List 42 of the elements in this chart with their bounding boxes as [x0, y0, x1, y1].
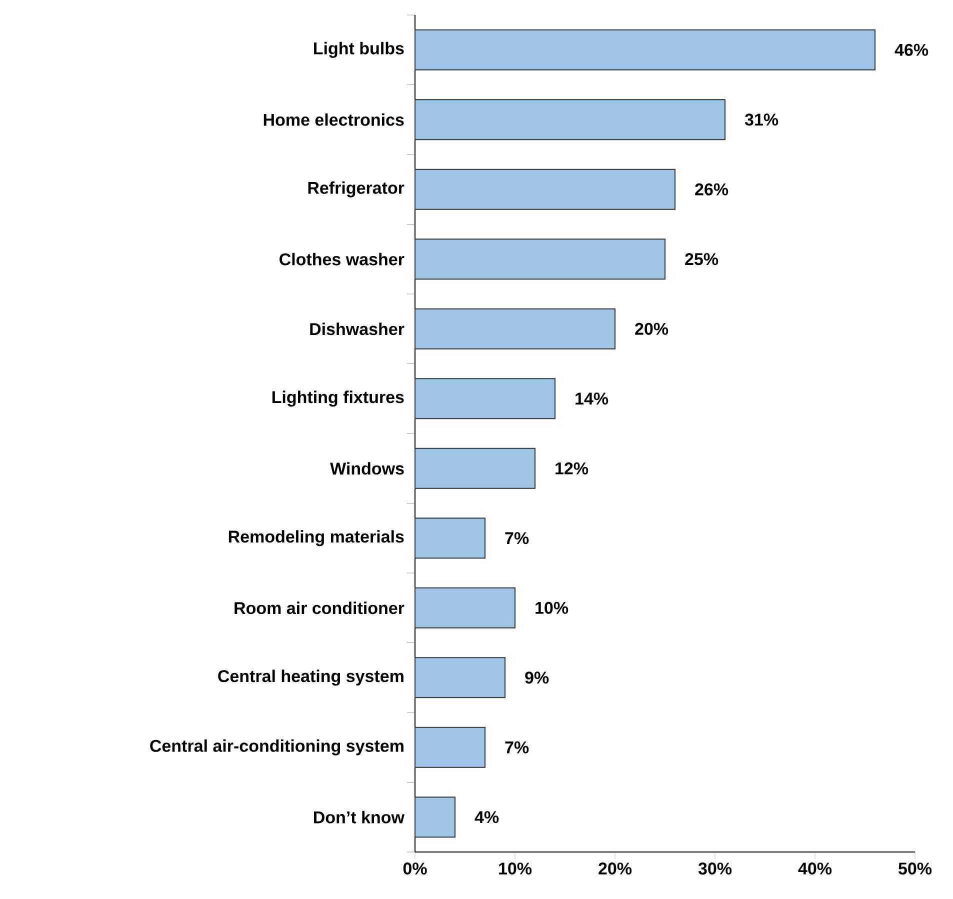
data-label: 12% — [556, 462, 588, 474]
y-tick-label: Windows — [330, 462, 404, 475]
y-tick-label: Refrigerator — [308, 181, 404, 198]
bar — [414, 99, 726, 140]
data-label: 9% — [525, 672, 549, 684]
y-tick-label: Dishwasher — [310, 322, 404, 336]
y-tick-label: Home electronics — [264, 113, 404, 126]
y-tick-label: Remodeling materials — [228, 530, 404, 546]
data-label: 4% — [474, 811, 499, 824]
bar — [414, 378, 556, 420]
y-tick-label: Clothes washer — [280, 252, 404, 266]
data-label: 7% — [505, 532, 529, 544]
y-tick-label: Lighting fixtures — [272, 390, 404, 407]
bar — [414, 448, 536, 489]
data-label: 20% — [635, 322, 668, 335]
x-tick-label: 0% — [403, 862, 427, 875]
bar — [414, 796, 456, 838]
bar — [414, 726, 486, 768]
bar — [414, 308, 616, 350]
bar — [414, 657, 506, 698]
data-label: 25% — [685, 253, 718, 266]
data-label: 26% — [695, 183, 728, 196]
data-label: 14% — [576, 392, 608, 405]
data-label: 31% — [744, 114, 778, 126]
x-tick-label: 40% — [798, 862, 832, 875]
bar — [414, 29, 876, 70]
y-tick-label: Central air-conditioning system — [150, 739, 404, 756]
bar — [414, 238, 666, 280]
y-tick-label: Light bulbs — [314, 42, 404, 58]
x-tick-label: 20% — [598, 862, 632, 875]
data-label: 7% — [505, 741, 529, 754]
bar — [414, 518, 486, 559]
x-tick-label: 50% — [898, 862, 932, 875]
data-label: 46% — [894, 44, 928, 56]
bar — [414, 587, 516, 628]
data-label: 10% — [536, 602, 568, 614]
x-tick-label: 10% — [499, 862, 532, 875]
y-tick-label: Don’t know — [314, 810, 404, 824]
x-tick-label: 30% — [698, 862, 732, 875]
y-tick-label: Central heating system — [218, 670, 404, 686]
y-tick-label: Room air conditioner — [234, 602, 404, 614]
bar — [414, 168, 676, 210]
